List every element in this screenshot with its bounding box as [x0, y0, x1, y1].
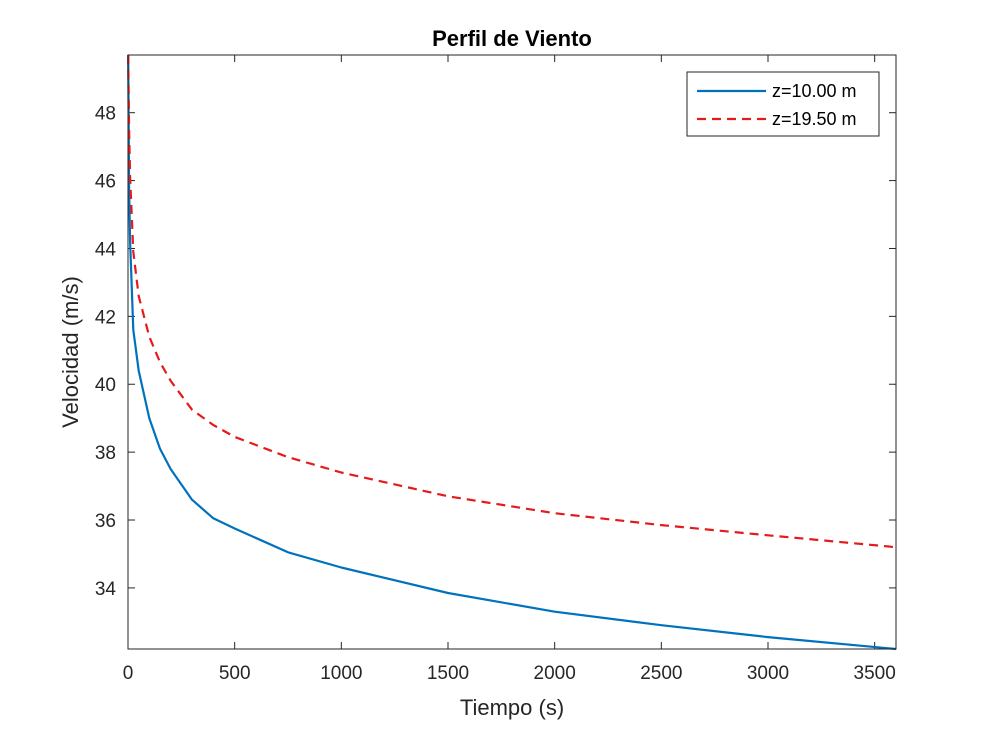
x-tick-label: 2000: [534, 663, 576, 684]
y-tick-label: 40: [95, 375, 116, 396]
x-tick-label: 500: [219, 663, 251, 684]
legend-label-series-2: z=19.50 m: [772, 109, 857, 129]
x-tick-label: 0: [123, 663, 134, 684]
x-tick-label: 1000: [320, 663, 362, 684]
y-tick-label: 48: [95, 104, 116, 125]
y-tick-label: 34: [95, 579, 117, 600]
y-tick-label: 44: [95, 239, 117, 260]
x-axis-label: Tiempo (s): [460, 695, 564, 720]
y-axis-label: Velocidad (m/s): [58, 276, 83, 428]
ticks-layer: 0 500 1000 1500 2000 2500 3000 3500 34 36 38 40 42 44…: [95, 55, 896, 684]
x-tick-label: 3000: [747, 663, 789, 684]
series-layer: [127, 54, 897, 651]
legend-box: [686, 71, 880, 137]
series-line-1: [127, 54, 897, 651]
y-tick-label: 46: [95, 172, 116, 193]
plot-area-frame: [127, 54, 897, 650]
y-tick-label: 36: [95, 511, 116, 532]
series-line-2: [127, 54, 897, 549]
x-tick-label: 2500: [640, 663, 682, 684]
chart-title: Perfil de Viento: [432, 26, 592, 51]
x-tick-label: 3500: [854, 663, 896, 684]
legend-label-series-1: z=10.00 m: [772, 81, 857, 101]
y-tick-label: 42: [95, 307, 116, 328]
legend: z=10.00 m z=19.50 m: [686, 71, 880, 137]
y-tick-label: 38: [95, 443, 116, 464]
x-tick-label: 1500: [427, 663, 469, 684]
